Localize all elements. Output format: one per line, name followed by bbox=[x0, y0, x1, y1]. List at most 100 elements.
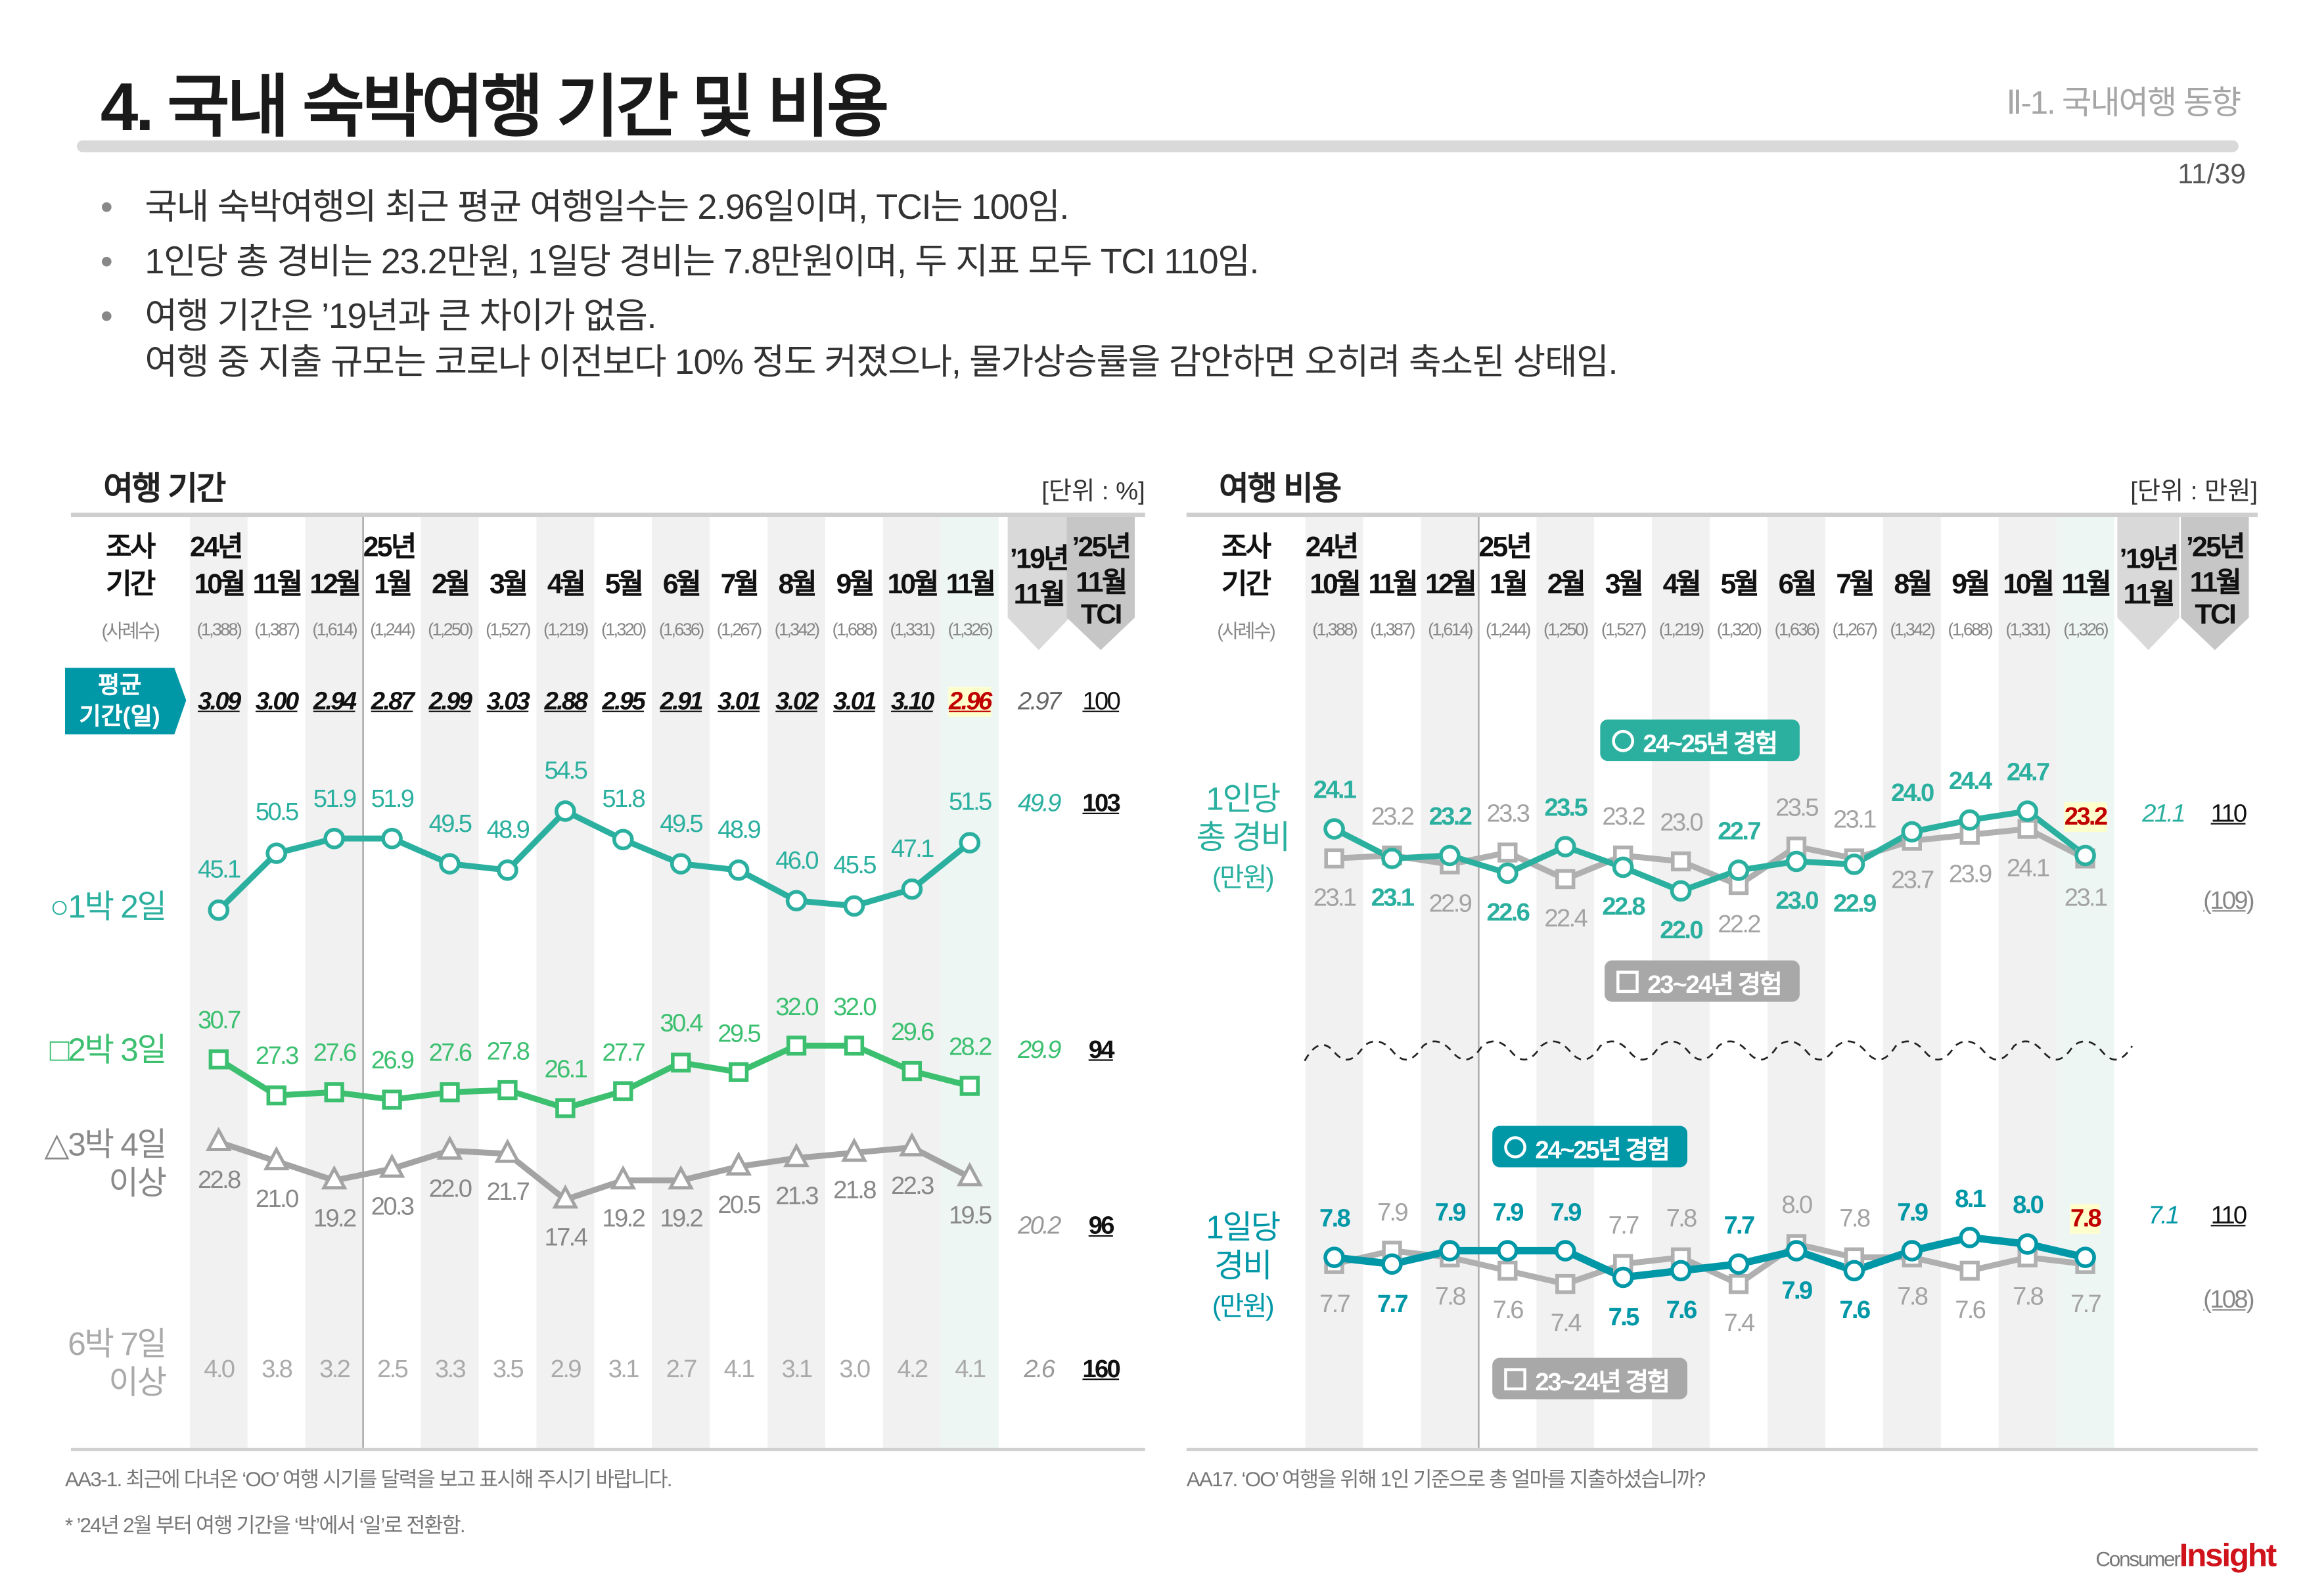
current-point bbox=[1670, 880, 1692, 902]
cost-month-label: 12월 bbox=[1425, 569, 1477, 601]
data-point-circle bbox=[612, 829, 634, 851]
current-value-label: 23.2 bbox=[2064, 802, 2108, 832]
duration-sample-size: (1,331) bbox=[890, 619, 936, 640]
current-point bbox=[1727, 1253, 1750, 1275]
current-point bbox=[1785, 1240, 1808, 1262]
duration-tci-label: TCI bbox=[1080, 599, 1122, 631]
duration-sample-size: (1,320) bbox=[601, 619, 647, 640]
circle-icon bbox=[1612, 729, 1635, 752]
value-label-6n7d: 3.5 bbox=[492, 1355, 524, 1383]
value-label: 29.5 bbox=[718, 1018, 761, 1047]
value-label: 45.1 bbox=[197, 855, 241, 884]
cost-month-label: 5월 bbox=[1720, 569, 1760, 601]
prior-value-label: 7.6 bbox=[1492, 1296, 1524, 1324]
prior-value-label: 7.7 bbox=[2070, 1288, 2102, 1317]
value-label: 30.7 bbox=[197, 1006, 241, 1035]
current-point bbox=[1843, 1260, 1865, 1282]
logo-part2: Insight bbox=[2179, 1536, 2277, 1574]
tci-value: 110 bbox=[2210, 1201, 2248, 1229]
value-label-6n7d: 4.1 bbox=[723, 1355, 756, 1383]
duration-month-label: 2월 bbox=[431, 569, 470, 601]
duration-2019-column-header bbox=[1007, 517, 1070, 650]
duration-column-band bbox=[652, 517, 710, 1448]
current-value-label: 24.0 bbox=[1891, 779, 1934, 807]
avg-duration-value: 2.99 bbox=[428, 687, 472, 716]
tci-value: 96 bbox=[1088, 1211, 1115, 1240]
value-label-6n7d: 3.2 bbox=[319, 1355, 351, 1383]
value-label-6n7d: 2.7 bbox=[666, 1355, 698, 1383]
cost-month-label: 2월 bbox=[1547, 569, 1586, 601]
cost-year-25: 25년 bbox=[1478, 532, 1532, 564]
avg-duration-value: 2.95 bbox=[602, 687, 645, 716]
data-point-circle bbox=[497, 859, 518, 881]
duration-month-label: 12월 bbox=[309, 569, 361, 601]
duration-month-label: 1월 bbox=[374, 569, 413, 601]
current-point bbox=[1554, 836, 1576, 857]
current-value-label: 22.8 bbox=[1602, 892, 1645, 921]
value-label: 19.2 bbox=[660, 1204, 703, 1233]
duration-col19-month: 11월 bbox=[1013, 580, 1066, 611]
duration-month-label: 8월 bbox=[778, 569, 817, 601]
cost-month-label: 11월 bbox=[1368, 569, 1418, 601]
current-value-label: 7.7 bbox=[1377, 1288, 1409, 1317]
legend-daily-current: 24~25년 경험 bbox=[1492, 1126, 1688, 1168]
current-point bbox=[1901, 821, 1923, 843]
avg-duration-value: 3.02 bbox=[775, 687, 819, 716]
cost-top-rule bbox=[1186, 513, 2258, 518]
square-icon bbox=[1504, 1367, 1526, 1390]
data-point-circle bbox=[555, 800, 576, 822]
section-label: Ⅱ-1. 국내여행 동향 bbox=[2006, 84, 2241, 122]
avg-duration-value: 3.10 bbox=[891, 687, 934, 716]
current-value-label: 7.9 bbox=[1897, 1197, 1928, 1226]
value-label: 32.0 bbox=[775, 992, 819, 1021]
value-label: 27.3 bbox=[255, 1042, 299, 1070]
avg-duration-value: 2.88 bbox=[544, 687, 588, 716]
tci-value: 160 bbox=[1082, 1355, 1120, 1383]
avg-label-line2: 기간(일) bbox=[79, 704, 160, 730]
data-point-circle bbox=[265, 842, 288, 864]
cost-bottom-rule bbox=[1186, 1448, 2258, 1451]
ref-2019-value: 20.2 bbox=[1018, 1211, 1061, 1240]
duration-year-24: 24년 bbox=[189, 532, 243, 564]
avg-duration-value: 2.96 bbox=[948, 687, 992, 717]
duration-sample-size: (1,527) bbox=[486, 619, 531, 640]
duration-sample-size: (1,342) bbox=[774, 619, 820, 640]
data-point-square bbox=[497, 1080, 518, 1101]
current-value-label: 8.0 bbox=[2013, 1191, 2044, 1220]
value-label: 29.6 bbox=[891, 1018, 934, 1046]
total-label-line2: 총 경비 bbox=[1196, 818, 1290, 855]
cost-month-label: 8월 bbox=[1894, 569, 1932, 601]
current-value-label: 7.6 bbox=[1666, 1296, 1698, 1324]
value-label-6n7d: 4.2 bbox=[897, 1355, 928, 1383]
current-point bbox=[1497, 1240, 1518, 1262]
prior-value-label: 7.9 bbox=[1377, 1197, 1409, 1226]
current-point bbox=[1439, 1240, 1461, 1262]
value-label: 27.6 bbox=[313, 1039, 357, 1068]
current-value-label: 24.1 bbox=[1313, 775, 1357, 804]
legend-label: 23~24년 경험 bbox=[1535, 1367, 1670, 1396]
row-label-3n4d: △3박 4일 이상 bbox=[30, 1126, 167, 1203]
series-line-2 bbox=[216, 1139, 973, 1203]
data-point-square bbox=[555, 1098, 576, 1118]
current-value-label: 24.7 bbox=[2006, 758, 2050, 787]
current-point bbox=[1323, 1246, 1345, 1268]
cost-column-band bbox=[2056, 517, 2114, 1448]
cost-unit: [단위 : 만원] bbox=[2130, 477, 2258, 506]
data-point-circle bbox=[381, 827, 403, 850]
duration-column-band bbox=[882, 517, 941, 1448]
current-point bbox=[2017, 1233, 2038, 1255]
prior-value-label: 23.5 bbox=[1775, 793, 1819, 822]
duration-tci-column-header bbox=[1066, 517, 1135, 650]
data-point-circle bbox=[670, 853, 692, 875]
current-point bbox=[1497, 862, 1518, 884]
cost-2019-column-header bbox=[2117, 517, 2179, 650]
value-label: 19.5 bbox=[948, 1200, 992, 1229]
avg-duration-value: 2.91 bbox=[660, 687, 703, 716]
data-point-square bbox=[959, 1076, 980, 1096]
current-point bbox=[1323, 818, 1345, 840]
value-label: 26.1 bbox=[544, 1055, 588, 1083]
duration-month-label: 11월 bbox=[252, 569, 303, 601]
current-value-label: 8.1 bbox=[1955, 1184, 1986, 1213]
current-value-label: 7.7 bbox=[1723, 1210, 1755, 1239]
square-icon bbox=[1616, 970, 1639, 993]
